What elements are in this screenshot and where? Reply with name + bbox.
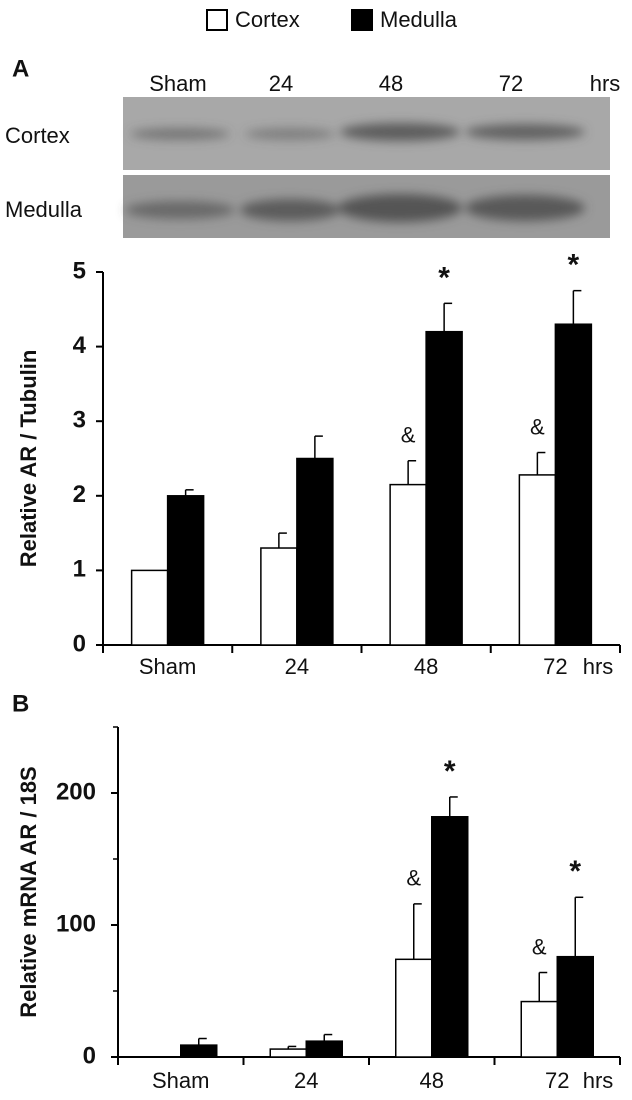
- bar: [260, 547, 298, 646]
- y-tick-label: 3: [73, 407, 86, 434]
- y-tick-label: 2: [73, 481, 86, 508]
- y-tick-label: 1: [73, 556, 86, 583]
- x-tick-label: 24: [285, 654, 309, 679]
- bar: [180, 1044, 218, 1058]
- lane-unit: hrs: [590, 71, 621, 96]
- bar: [431, 816, 469, 1058]
- significance-mark: &: [401, 423, 416, 448]
- error-bar: [449, 796, 458, 817]
- y-tick-label: 200: [56, 778, 96, 805]
- bar: [389, 483, 427, 646]
- x-tick-label: Sham: [152, 1068, 209, 1093]
- error-bar: [443, 302, 453, 332]
- bar: [166, 495, 205, 646]
- error-bar: [413, 903, 422, 960]
- panel-label: A: [12, 55, 29, 82]
- x-tick-label: 72: [545, 1068, 569, 1093]
- significance-mark: *: [438, 261, 450, 294]
- significance-mark: &: [532, 934, 547, 959]
- bar: [425, 330, 463, 646]
- error-bar: [538, 971, 548, 1002]
- error-bar: [574, 896, 584, 957]
- error-bar: [278, 532, 287, 549]
- error-bar: [287, 1045, 297, 1050]
- error-bar: [184, 489, 194, 496]
- bar: [556, 955, 594, 1058]
- significance-mark: &: [530, 414, 545, 439]
- y-tick-label: 100: [56, 910, 96, 937]
- bar: [305, 1040, 343, 1058]
- significance-mark: *: [569, 855, 581, 888]
- bar: [554, 323, 593, 646]
- error-bar: [323, 1033, 333, 1042]
- x-axis-unit: hrs: [583, 1068, 614, 1093]
- lane-label: Sham: [149, 71, 206, 96]
- legend-swatch: [351, 9, 373, 31]
- bar: [269, 1048, 307, 1058]
- x-axis-unit: hrs: [583, 654, 614, 679]
- error-bar: [314, 435, 323, 459]
- bar: [296, 457, 334, 646]
- y-tick-label: 0: [73, 630, 86, 657]
- bar: [518, 474, 557, 646]
- panel-label: B: [12, 690, 29, 717]
- lane-label: 72: [499, 71, 523, 96]
- blot-row-label: Medulla: [5, 197, 83, 222]
- bar: [395, 958, 433, 1058]
- legend-label: Cortex: [235, 7, 300, 32]
- legend-swatch: [206, 9, 228, 31]
- x-tick-label: 48: [420, 1068, 444, 1093]
- blot-row-label: Cortex: [5, 123, 70, 148]
- error-bar: [407, 459, 417, 485]
- y-tick-label: 0: [83, 1042, 96, 1069]
- bar: [520, 1000, 558, 1058]
- significance-mark: &: [406, 866, 421, 891]
- y-tick-label: 5: [73, 257, 86, 284]
- error-bar: [198, 1037, 207, 1046]
- significance-mark: *: [444, 755, 456, 788]
- y-axis-title: Relative AR / Tubulin: [16, 350, 41, 568]
- lane-label: 48: [379, 71, 403, 96]
- blot-image: [123, 97, 610, 238]
- x-tick-label: 48: [414, 654, 438, 679]
- significance-mark: *: [568, 249, 580, 282]
- x-tick-label: Sham: [139, 654, 196, 679]
- error-bar: [572, 289, 582, 325]
- lane-label: 24: [269, 71, 293, 96]
- y-axis-title: Relative mRNA AR / 18S: [16, 766, 41, 1017]
- x-tick-label: 24: [294, 1068, 318, 1093]
- bar: [130, 569, 169, 646]
- legend-label: Medulla: [380, 7, 458, 32]
- error-bar: [536, 451, 546, 475]
- x-tick-label: 72: [543, 654, 567, 679]
- y-tick-label: 4: [73, 332, 87, 359]
